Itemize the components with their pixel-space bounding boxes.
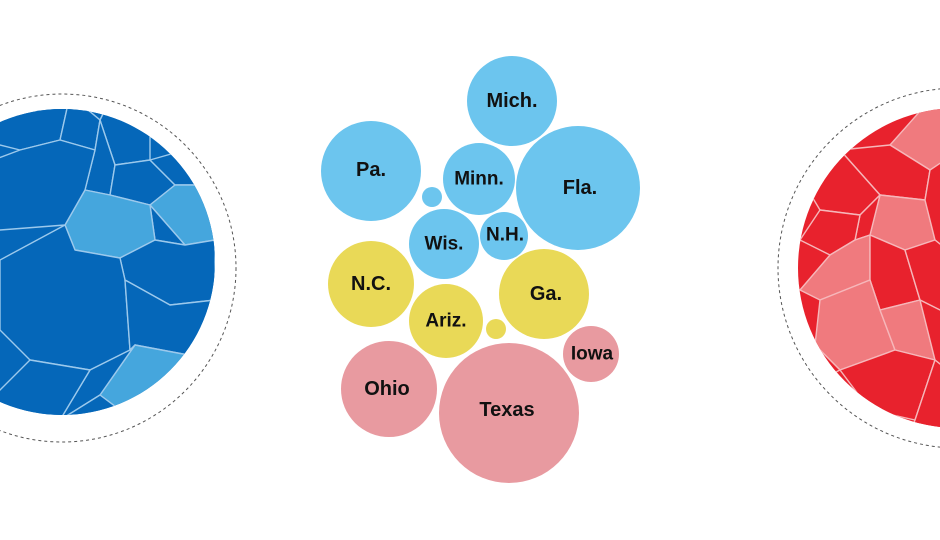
bubble-circle: [321, 121, 421, 221]
bubble-circle: [467, 56, 557, 146]
state-label: N.H.: [486, 225, 524, 246]
district-cell: [54, 109, 121, 121]
district-cell: [919, 299, 940, 381]
district-cell: [0, 109, 71, 151]
rep-cluster: [777, 88, 940, 448]
state-bubble-fla[interactable]: Fla.: [516, 126, 640, 250]
state-label: Texas: [479, 399, 534, 421]
state-bubble-mich[interactable]: Mich.: [467, 56, 557, 146]
state-bubble-wis[interactable]: Wis.: [409, 209, 479, 279]
state-bubble-nc[interactable]: N.C.: [328, 241, 414, 327]
state-label: Mich.: [486, 90, 537, 112]
state-bubble-iowa[interactable]: Iowa: [563, 326, 619, 382]
state-bubble-minn[interactable]: Minn.: [443, 143, 515, 215]
state-bubble-small-blue[interactable]: [422, 187, 442, 207]
bubble-circle: [443, 143, 515, 215]
bubble-circle: [499, 249, 589, 339]
district-cell: [0, 109, 16, 111]
state-bubble-small-yellow[interactable]: [486, 319, 506, 339]
state-bubble-nh[interactable]: N.H.: [480, 212, 528, 260]
district-cell: [799, 209, 861, 256]
dem-cluster: [0, 93, 237, 505]
bubble-circle: [422, 187, 442, 207]
state-bubble-ohio[interactable]: Ohio: [341, 341, 437, 437]
state-label: Wis.: [425, 234, 464, 255]
dem-outer-ring: [0, 93, 237, 443]
state-bubble-ariz[interactable]: Ariz.: [409, 284, 483, 358]
bubble-circle: [341, 341, 437, 437]
state-label: N.C.: [351, 273, 391, 295]
state-bubble-pa[interactable]: Pa.: [321, 121, 421, 221]
state-label: Fla.: [563, 177, 597, 199]
rep-outer-ring: [777, 88, 940, 448]
state-bubble-texas[interactable]: Texas: [439, 343, 579, 483]
bubble-circle: [439, 343, 579, 483]
state-label: Ohio: [364, 378, 410, 400]
district-cell: [924, 149, 940, 261]
state-bubble-ga[interactable]: Ga.: [499, 249, 589, 339]
district-cell: [0, 139, 96, 231]
state-label: Ariz.: [425, 311, 466, 332]
tossup-state-bubbles: Mich. Pa. Minn. Fla. Wis. N.H. N.C.: [321, 56, 640, 483]
dem-voronoi-cells: [0, 109, 215, 505]
district-cell: [0, 420, 65, 505]
state-label: Ga.: [530, 283, 562, 305]
state-label: Iowa: [571, 344, 614, 365]
district-cell: [904, 239, 940, 321]
bubble-circle: [480, 212, 528, 260]
state-label: Minn.: [454, 169, 504, 190]
bubble-circle: [516, 126, 640, 250]
bubble-circle: [409, 284, 483, 358]
bubble-circle: [486, 319, 506, 339]
bubble-circle: [328, 241, 414, 327]
bubble-circle: [563, 326, 619, 382]
state-label: Pa.: [356, 159, 386, 181]
bubble-circle: [409, 209, 479, 279]
